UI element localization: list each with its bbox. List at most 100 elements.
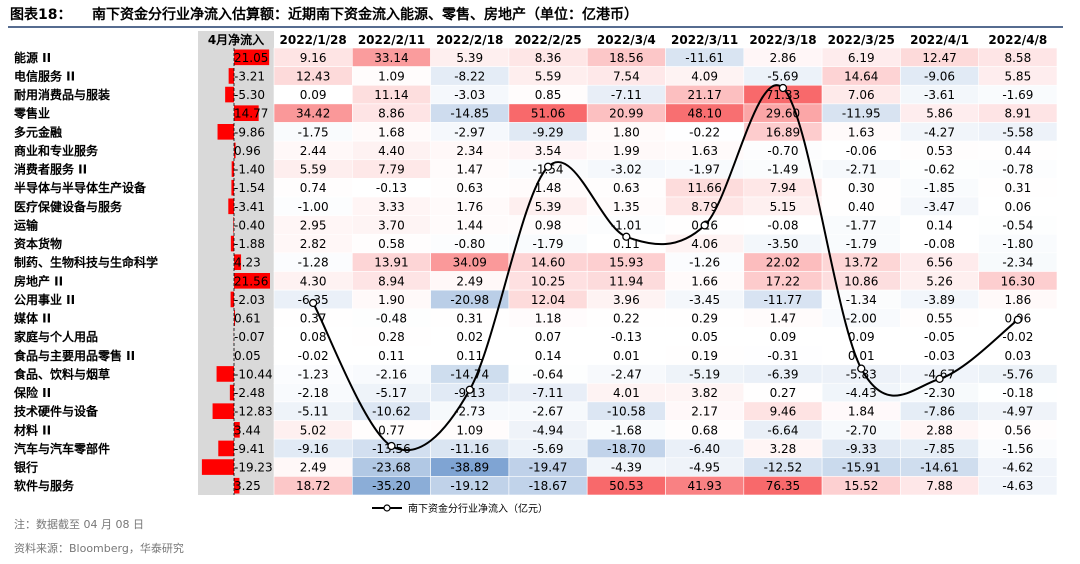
cell-value: 0.40	[848, 200, 875, 214]
cell-value: 2.44	[300, 144, 327, 158]
cell-value: 0.68	[691, 423, 718, 437]
cell-value: 4.09	[691, 69, 718, 83]
april-value: 14.77	[234, 107, 268, 121]
cell-value: -2.30	[924, 386, 955, 400]
cell-value: 2.49	[300, 461, 327, 475]
date-header: 2022/4/1	[910, 33, 969, 47]
cell-value: -1.79	[846, 237, 877, 251]
row-label: 公用事业 II	[14, 292, 75, 307]
april-bar	[234, 273, 270, 289]
cell-value: 0.09	[848, 330, 875, 344]
cell-value: 1.48	[535, 181, 562, 195]
april-value: -3.21	[234, 69, 265, 83]
cell-value: 0.11	[456, 349, 483, 363]
cell-value: 7.88	[926, 479, 953, 493]
april-value: -2.48	[234, 386, 265, 400]
cell-value: 33.14	[374, 51, 408, 65]
cell-value: 3.54	[535, 144, 562, 158]
cell-value: -1.34	[846, 293, 877, 307]
cell-value: 1.90	[378, 293, 405, 307]
cell-value: 1.80	[613, 125, 640, 139]
cell-value: -1.00	[298, 200, 329, 214]
cell-value: 1.09	[456, 423, 483, 437]
date-header: 2022/3/25	[828, 33, 895, 47]
april-value: -1.88	[234, 237, 265, 251]
cell-value: -1.01	[611, 218, 642, 232]
cell-value: 0.14	[535, 349, 562, 363]
cell-value: -2.00	[846, 312, 877, 326]
cell-value: 5.02	[300, 423, 327, 437]
cell-value: 22.02	[766, 256, 800, 270]
cell-value: 0.55	[926, 312, 953, 326]
cell-value: -23.68	[372, 461, 411, 475]
cell-value: 41.93	[687, 479, 721, 493]
cell-value: 8.86	[378, 107, 405, 121]
net-inflow-point	[778, 83, 788, 93]
cell-value: -18.70	[607, 442, 646, 456]
april-value: 21.56	[234, 274, 268, 288]
cell-value: 0.09	[300, 88, 327, 102]
cell-value: 76.35	[766, 479, 800, 493]
cell-value: 0.31	[456, 312, 483, 326]
april-value: -3.41	[234, 200, 265, 214]
april-value: -10.44	[234, 367, 273, 381]
cell-value: 1.18	[535, 312, 562, 326]
cell-value: 12.47	[922, 51, 956, 65]
cell-value: 14.60	[531, 256, 565, 270]
cell-value: -0.02	[298, 349, 329, 363]
date-header: 2022/2/11	[358, 33, 425, 47]
cell-value: 0.22	[613, 312, 640, 326]
cell-value: 6.56	[926, 256, 953, 270]
april-value: -0.40	[234, 218, 265, 232]
cell-value: 0.05	[691, 330, 718, 344]
cell-value: -14.85	[450, 107, 489, 121]
cell-value: 0.06	[1004, 200, 1031, 214]
cell-value: -1.49	[767, 163, 798, 177]
cell-value: 8.36	[535, 51, 562, 65]
cell-value: 1.86	[1004, 293, 1031, 307]
cell-value: -1.69	[1002, 88, 1033, 102]
april-bar	[230, 235, 234, 252]
row-label: 资本货物	[14, 236, 62, 251]
cell-value: -19.12	[450, 479, 489, 493]
net-inflow-point	[308, 298, 318, 308]
row-label: 媒体 II	[14, 311, 51, 326]
cell-value: 18.56	[609, 51, 643, 65]
cell-value: 4.06	[691, 237, 718, 251]
cell-value: -5.69	[533, 442, 564, 456]
cell-value: 14.64	[844, 69, 878, 83]
cell-value: -4.27	[924, 125, 955, 139]
cell-value: 2.34	[456, 144, 483, 158]
cell-value: 5.15	[770, 200, 797, 214]
row-label: 材料 II	[13, 422, 51, 437]
row-label: 半导体与半导体生产设备	[14, 180, 147, 195]
cell-value: 16.30	[1001, 274, 1035, 288]
cell-value: -11.77	[764, 293, 803, 307]
cell-value: 1.44	[456, 218, 483, 232]
cell-value: -1.56	[1002, 442, 1033, 456]
cell-value: -9.33	[846, 442, 877, 456]
cell-value: 0.63	[613, 181, 640, 195]
cell-value: 8.79	[691, 200, 718, 214]
cell-value: -5.17	[376, 386, 407, 400]
cell-value: -1.75	[298, 125, 329, 139]
cell-value: -9.29	[533, 125, 564, 139]
april-value: -1.54	[234, 181, 265, 195]
cell-value: -0.13	[376, 181, 407, 195]
cell-value: -8.22	[454, 69, 485, 83]
cell-value: -9.16	[298, 442, 329, 456]
cell-value: 2.82	[300, 237, 327, 251]
cell-value: 0.11	[613, 237, 640, 251]
cell-value: 0.31	[1004, 181, 1031, 195]
cell-value: -0.78	[1002, 163, 1033, 177]
april-bar	[231, 179, 234, 196]
cell-value: 0.30	[848, 181, 875, 195]
april-bar	[234, 422, 240, 438]
cell-value: 48.10	[687, 107, 721, 121]
cell-value: -3.61	[924, 88, 955, 102]
cell-value: -5.58	[1002, 125, 1033, 139]
row-label: 食品与主要用品零售 II	[13, 348, 135, 363]
row-label: 制药、生物科技与生命科学	[14, 255, 158, 270]
april-bar	[231, 161, 234, 177]
